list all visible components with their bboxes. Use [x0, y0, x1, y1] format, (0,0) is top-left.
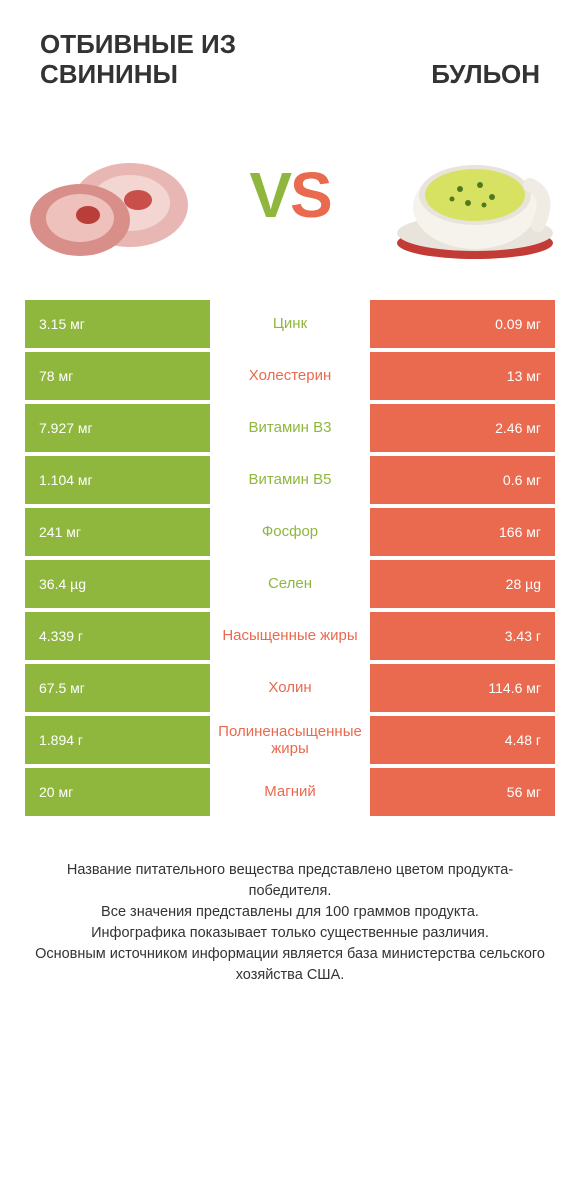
footer-line: Основным источником информации является … [30, 944, 550, 986]
right-bar: 166 мг [370, 508, 555, 556]
right-bar: 0.6 мг [370, 456, 555, 504]
left-bar: 3.15 мг [25, 300, 210, 348]
left-bar: 36.4 µg [25, 560, 210, 608]
nutrient-label: Холестерин [210, 352, 370, 400]
left-bar: 1.894 г [25, 716, 210, 764]
left-value: 241 мг [25, 508, 210, 556]
vs-s: S [290, 159, 331, 231]
nutrient-label: Насыщенные жиры [210, 612, 370, 660]
right-value: 166 мг [370, 508, 555, 556]
nutrient-label: Фосфор [210, 508, 370, 556]
left-bar: 241 мг [25, 508, 210, 556]
table-row: 67.5 мгХолин114.6 мг [25, 664, 555, 716]
left-bar: 1.104 мг [25, 456, 210, 504]
nutrient-label: Витамин B5 [210, 456, 370, 504]
left-bar: 20 мг [25, 768, 210, 816]
left-value: 1.894 г [25, 716, 210, 764]
right-value: 114.6 мг [370, 664, 555, 712]
right-value: 2.46 мг [370, 404, 555, 452]
right-bar: 0.09 мг [370, 300, 555, 348]
right-bar: 56 мг [370, 768, 555, 816]
nutrient-label: Витамин B3 [210, 404, 370, 452]
left-value: 36.4 µg [25, 560, 210, 608]
nutrient-label: Холин [210, 664, 370, 712]
right-bar: 114.6 мг [370, 664, 555, 712]
right-value: 56 мг [370, 768, 555, 816]
hero-row: VS [0, 100, 580, 300]
table-row: 4.339 гНасыщенные жиры3.43 г [25, 612, 555, 664]
left-bar: 78 мг [25, 352, 210, 400]
nutrient-label: Цинк [210, 300, 370, 348]
table-row: 1.894 гПолиненасыщенные жиры4.48 г [25, 716, 555, 768]
nutrient-label: Магний [210, 768, 370, 816]
right-bar: 2.46 мг [370, 404, 555, 452]
vs-v: V [249, 159, 290, 231]
left-value: 1.104 мг [25, 456, 210, 504]
footer-line: Название питательного вещества представл… [30, 860, 550, 902]
left-bar: 7.927 мг [25, 404, 210, 452]
titles-row: ОТБИВНЫЕ ИЗ СВИНИНЫ БУЛЬОН [0, 0, 580, 100]
right-value: 28 µg [370, 560, 555, 608]
right-value: 13 мг [370, 352, 555, 400]
left-bar: 67.5 мг [25, 664, 210, 712]
right-bar: 4.48 г [370, 716, 555, 764]
footer-line: Инфографика показывает только существенн… [30, 923, 550, 944]
table-row: 7.927 мгВитамин B32.46 мг [25, 404, 555, 456]
vs-label: VS [249, 163, 330, 227]
right-value: 0.6 мг [370, 456, 555, 504]
footer-line: Все значения представлены для 100 граммо… [30, 902, 550, 923]
right-value: 0.09 мг [370, 300, 555, 348]
left-value: 20 мг [25, 768, 210, 816]
nutrient-table: 3.15 мгЦинк0.09 мг78 мгХолестерин13 мг7.… [0, 300, 580, 820]
right-bar: 13 мг [370, 352, 555, 400]
title-right: БУЛЬОН [320, 60, 540, 90]
table-row: 20 мгМагний56 мг [25, 768, 555, 820]
left-bar: 4.339 г [25, 612, 210, 660]
right-value: 3.43 г [370, 612, 555, 660]
right-value: 4.48 г [370, 716, 555, 764]
nutrient-label: Селен [210, 560, 370, 608]
table-row: 36.4 µgСелен28 µg [25, 560, 555, 612]
title-left: ОТБИВНЫЕ ИЗ СВИНИНЫ [40, 30, 260, 90]
table-row: 3.15 мгЦинк0.09 мг [25, 300, 555, 352]
right-bar: 3.43 г [370, 612, 555, 660]
nutrient-label: Полиненасыщенные жиры [210, 716, 370, 764]
left-value: 4.339 г [25, 612, 210, 660]
broth-image [380, 125, 560, 265]
left-value: 3.15 мг [25, 300, 210, 348]
left-value: 67.5 мг [25, 664, 210, 712]
table-row: 78 мгХолестерин13 мг [25, 352, 555, 404]
left-value: 7.927 мг [25, 404, 210, 452]
right-bar: 28 µg [370, 560, 555, 608]
left-value: 78 мг [25, 352, 210, 400]
pork-chops-image [20, 125, 200, 265]
table-row: 1.104 мгВитамин B50.6 мг [25, 456, 555, 508]
table-row: 241 мгФосфор166 мг [25, 508, 555, 560]
footer-notes: Название питательного вещества представл… [0, 820, 580, 986]
